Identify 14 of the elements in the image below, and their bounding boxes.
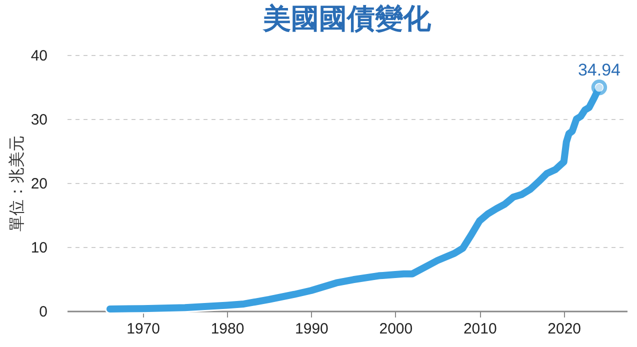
y-axis-title: 單位：兆美元 [8, 136, 26, 232]
x-tick-label: 1970 [126, 320, 160, 338]
annotation: 34.94 [578, 60, 620, 80]
x-tick-label: 2020 [548, 320, 582, 338]
x-tick-label: 2000 [379, 320, 413, 338]
y-tick-label: 30 [30, 112, 48, 128]
y-tick-label: 40 [30, 48, 48, 64]
y-tick-label: 0 [39, 304, 48, 320]
y-tick-label: 10 [30, 240, 48, 256]
y-tick-label: 20 [30, 176, 48, 192]
chart-title: 美國國債變化 [262, 3, 432, 34]
x-tick-label: 1990 [295, 320, 328, 338]
x-tick-label: 2010 [463, 320, 497, 338]
x-tick-label: 1980 [210, 320, 244, 338]
